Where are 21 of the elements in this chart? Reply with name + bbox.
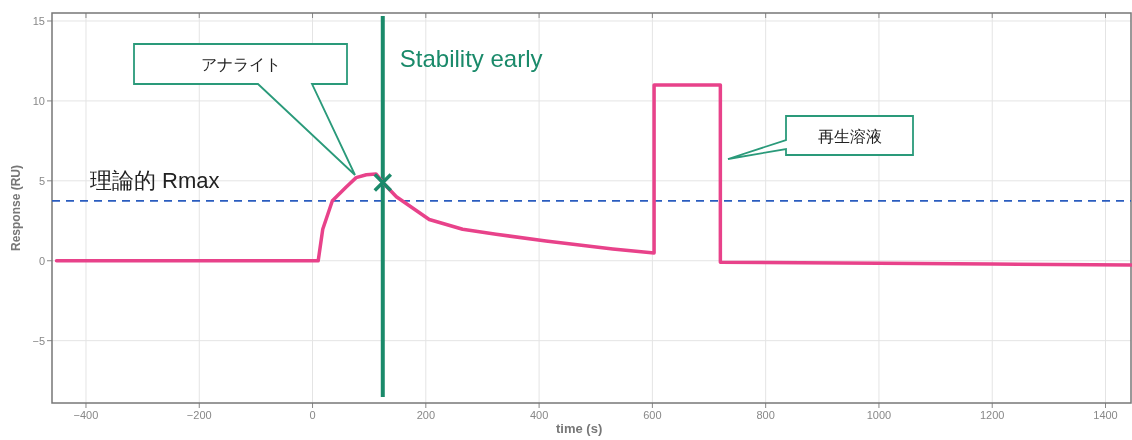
- x-tick-label: 1000: [866, 409, 892, 421]
- x-tick-label: 800: [756, 409, 775, 421]
- x-tick-label: 400: [529, 409, 549, 421]
- x-axis-title: time (s): [555, 421, 603, 436]
- x-tick-label: 1200: [979, 409, 1005, 421]
- ref-line-label: 理論的 Rmax: [90, 167, 220, 193]
- y-tick-label: 10: [32, 94, 45, 107]
- x-tick-label: −200: [186, 409, 212, 421]
- y-tick-label: 0: [38, 254, 45, 267]
- x-tick-label: 1400: [1093, 409, 1118, 421]
- y-tick-label: 5: [38, 174, 45, 187]
- y-tick-label: 15: [32, 14, 45, 27]
- x-tick-label: 0: [309, 409, 316, 421]
- x-tick-label: 600: [643, 409, 662, 421]
- y-tick-label: −5: [32, 334, 45, 347]
- annotation: 再生溶液: [817, 127, 882, 145]
- y-axis-title: Response (RU): [9, 164, 23, 252]
- x-tick-label: 200: [416, 409, 436, 421]
- annotation: アナライト: [200, 56, 281, 73]
- x-tick-label: −400: [73, 409, 99, 421]
- ref-line-label: Stability early: [399, 45, 543, 72]
